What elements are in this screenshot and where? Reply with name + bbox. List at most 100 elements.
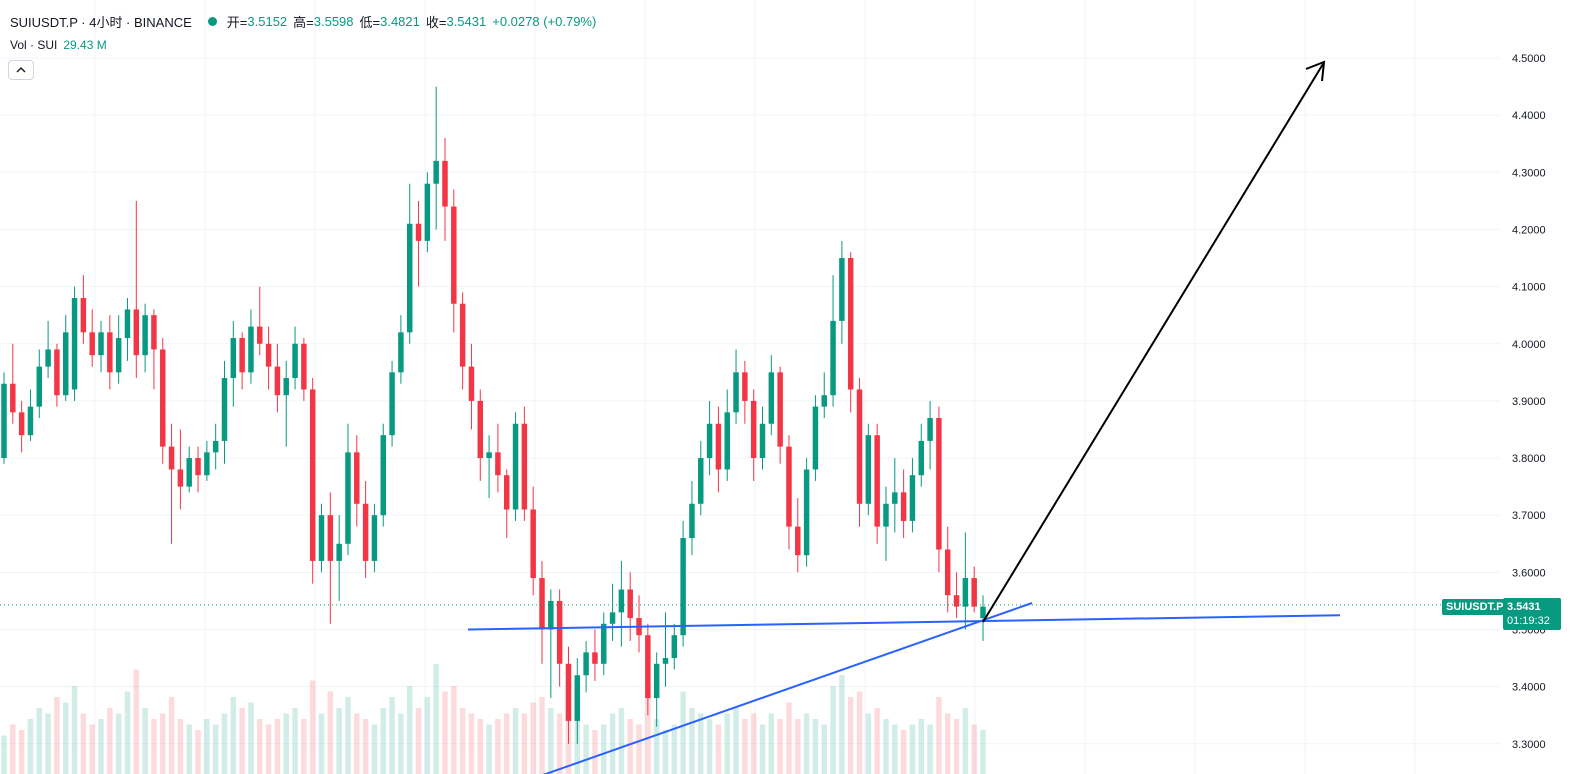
- candle-body: [680, 538, 686, 636]
- volume-bar: [742, 719, 748, 774]
- candle-body: [477, 400, 484, 459]
- candle-body: [706, 423, 713, 459]
- price-tick-label: 4.5000: [1512, 53, 1546, 65]
- collapse-legend-button[interactable]: [8, 60, 34, 80]
- candle-body: [362, 503, 369, 561]
- volume-bars: [1, 664, 986, 774]
- price-tick-label: 3.6000: [1512, 567, 1546, 579]
- candle-body: [874, 435, 880, 527]
- volume-bar: [142, 708, 148, 774]
- candle-body: [274, 366, 281, 396]
- candle-body: [195, 458, 201, 476]
- price-tick-label: 3.7000: [1512, 510, 1546, 522]
- open-label: 开=: [226, 15, 248, 30]
- low-value: 3.4821: [380, 14, 420, 29]
- volume-bar: [953, 719, 960, 774]
- volume-bar: [257, 719, 263, 774]
- candle-body: [618, 589, 625, 613]
- volume-bar: [265, 724, 272, 774]
- volume-bar: [795, 719, 801, 774]
- candle-body: [424, 183, 431, 241]
- candle-body: [830, 320, 836, 396]
- volume-bar: [371, 724, 378, 774]
- candles: [1, 86, 986, 744]
- volume-label[interactable]: Vol · SUI: [10, 38, 58, 52]
- volume-bar: [671, 724, 678, 774]
- candle-body: [503, 475, 510, 510]
- candle-body: [442, 160, 448, 207]
- candle-body: [318, 515, 325, 561]
- volume-bar: [512, 708, 519, 774]
- candle-body: [953, 595, 960, 607]
- candle-body: [812, 406, 819, 470]
- volume-bar: [733, 708, 739, 774]
- candle-body: [354, 452, 360, 504]
- candle-body: [398, 332, 404, 373]
- candle-body: [944, 549, 951, 596]
- candle-body: [257, 326, 263, 344]
- volume-bar: [759, 724, 766, 774]
- candle-body: [583, 652, 589, 676]
- rising-support-trendline: [542, 602, 1033, 774]
- volume-bar: [812, 719, 819, 774]
- candle-body: [548, 600, 554, 630]
- candle-body: [733, 372, 739, 413]
- candle-body: [645, 635, 651, 699]
- candle-body: [521, 423, 528, 510]
- candle-body: [662, 658, 669, 664]
- candle-body: [847, 258, 854, 390]
- candle-body: [803, 469, 810, 556]
- candle-body: [63, 332, 69, 396]
- candle-body: [36, 366, 43, 407]
- volume-bar: [636, 724, 642, 774]
- symbol-title[interactable]: SUIUSDT.P · 4小时 · BINANCE: [10, 15, 192, 30]
- candle-body: [892, 492, 898, 504]
- volume-bar: [63, 702, 69, 774]
- candle-body: [380, 435, 386, 516]
- volume-bar: [221, 713, 228, 774]
- candle-body: [821, 395, 827, 407]
- candle-body: [371, 515, 378, 561]
- candle-body: [689, 503, 695, 539]
- price-tick-label: 3.3000: [1512, 739, 1546, 751]
- ohlc-legend: SUIUSDT.P · 4小时 · BINANCE 开= 3.5152 高= 3.5…: [10, 12, 602, 31]
- candle-body: [574, 675, 581, 721]
- volume-bar: [768, 713, 775, 774]
- candle-body: [715, 423, 722, 470]
- volume-bar: [706, 719, 713, 774]
- price-tick-label: 4.1000: [1512, 282, 1546, 294]
- candle-body: [98, 332, 104, 356]
- volume-bar: [627, 719, 633, 774]
- candle-body: [221, 378, 228, 441]
- price-tick-label: 4.4000: [1512, 110, 1546, 122]
- candle-body: [115, 338, 122, 373]
- market-status-icon: [207, 17, 217, 26]
- volume-bar: [406, 686, 413, 774]
- volume-bar: [10, 724, 16, 774]
- volume-bar: [301, 719, 307, 774]
- candle-body: [230, 338, 237, 379]
- volume-bar: [212, 724, 219, 774]
- volume-bar: [468, 713, 475, 774]
- candle-body: [909, 475, 916, 521]
- volume-bar: [645, 697, 651, 774]
- candle-body: [530, 509, 536, 579]
- volume-bar: [689, 708, 695, 774]
- horizontal-support-trendline: [467, 614, 1341, 631]
- projection-arrow-line: [982, 63, 1324, 623]
- volume-bar: [874, 708, 880, 774]
- candle-body: [768, 372, 775, 424]
- candle-body: [212, 440, 219, 453]
- volume-bar: [530, 702, 536, 774]
- candle-body: [451, 206, 457, 304]
- candle-body: [486, 452, 492, 459]
- price-tick-label: 3.8000: [1512, 453, 1546, 465]
- candle-body: [512, 423, 519, 510]
- volume-bar: [389, 697, 395, 774]
- candle-body: [609, 612, 616, 624]
- candle-body: [27, 406, 34, 436]
- volume-bar: [503, 713, 510, 774]
- volume-bar: [433, 664, 439, 774]
- candle-body: [795, 526, 801, 556]
